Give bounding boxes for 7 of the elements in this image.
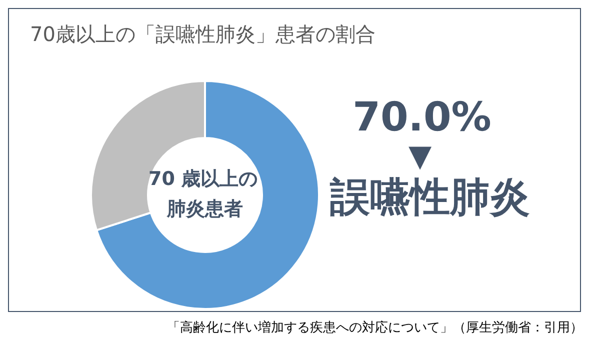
slice-label: 誤嚥性肺炎 xyxy=(329,174,530,220)
text: 70 歳以上の xyxy=(148,168,258,190)
data-label: 70.0% xyxy=(352,94,492,140)
chart-title: 70歳以上の「誤嚥性肺炎」患者の割合 xyxy=(30,22,376,46)
text: 「高齢化に伴い増加する疾患への対応について」（厚生労働省：引用） xyxy=(167,319,583,336)
text: 肺炎患者 xyxy=(166,198,243,220)
text: ▼ xyxy=(408,138,432,174)
